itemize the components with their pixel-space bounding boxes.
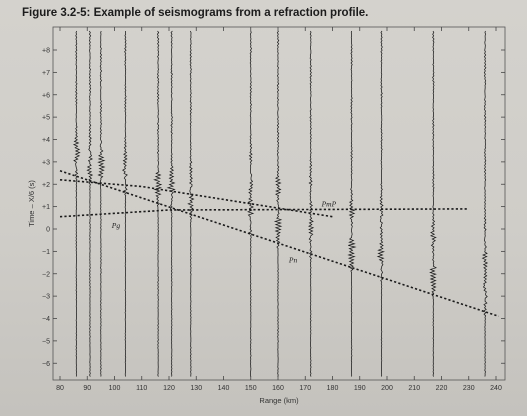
seismogram-trace: [429, 30, 437, 377]
y-tick-label: +2: [42, 182, 50, 189]
seismogram-trace: [187, 30, 195, 377]
phase-curve-pg: [59, 208, 469, 218]
y-tick-label: +3: [42, 159, 50, 166]
seismogram-trace: [153, 30, 163, 377]
phase-curve-pmp: [59, 179, 333, 218]
seismogram-trace: [376, 30, 385, 377]
y-axis-title: Time – X/6 (s): [27, 180, 36, 227]
x-tick-label: 150: [245, 385, 257, 392]
seismogram-trace: [122, 30, 128, 377]
x-tick-label: 180: [327, 385, 339, 392]
y-tick-label: 0: [46, 227, 50, 234]
phase-label-pn: Pn: [288, 256, 298, 265]
x-tick-label: 130: [190, 385, 202, 392]
y-tick-label: −1: [42, 249, 50, 256]
seismogram-trace: [347, 30, 357, 377]
y-tick-label: −4: [42, 316, 50, 323]
y-tick-label: +1: [42, 204, 50, 211]
phase-label-pg: Pg: [111, 221, 121, 230]
seismogram-trace: [247, 30, 255, 377]
seismogram-trace: [481, 30, 489, 377]
x-tick-label: 80: [56, 385, 64, 392]
x-tick-label: 100: [109, 385, 121, 392]
x-tick-label: 240: [490, 385, 502, 392]
y-tick-label: +7: [42, 70, 50, 77]
x-tick-label: 110: [136, 385, 147, 392]
y-tick-label: −3: [42, 294, 50, 301]
x-tick-label: 170: [299, 385, 311, 392]
y-tick-label: +8: [42, 48, 50, 55]
seismogram-trace: [273, 30, 283, 377]
x-tick-label: 140: [218, 385, 230, 392]
x-tick-label: 230: [463, 385, 475, 392]
x-axis-title: Range (km): [259, 396, 299, 405]
plot-frame: [52, 26, 506, 381]
seismogram-trace: [86, 30, 94, 377]
seismogram-trace: [308, 30, 315, 377]
x-tick-label: 190: [354, 385, 366, 392]
x-tick-label: 160: [272, 385, 284, 392]
y-tick-label: −5: [42, 338, 50, 345]
seismogram-trace: [166, 30, 176, 377]
x-tick-label: 90: [83, 385, 91, 392]
phase-label-pmp: PmP: [321, 200, 337, 209]
x-tick-label: 220: [436, 385, 448, 392]
seismogram-trace: [72, 30, 81, 377]
y-tick-label: +6: [42, 92, 50, 99]
y-tick-label: −6: [42, 361, 50, 368]
y-tick-label: +4: [42, 137, 50, 144]
x-tick-label: 120: [163, 385, 175, 392]
seismogram-trace: [97, 30, 106, 377]
y-tick-label: +5: [42, 115, 50, 122]
x-tick-label: 200: [381, 385, 393, 392]
figure-title: Figure 3.2-5: Example of seismograms fro…: [22, 7, 369, 19]
y-tick-label: −2: [42, 271, 50, 278]
x-tick-label: 210: [408, 385, 420, 392]
